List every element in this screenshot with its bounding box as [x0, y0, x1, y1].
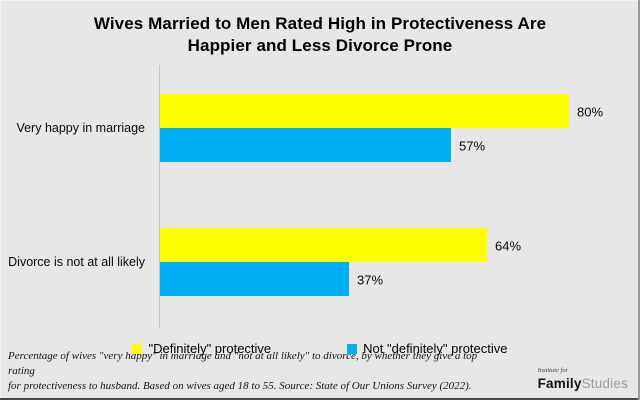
- bar-value-label-s1-c0: 57%: [459, 138, 486, 154]
- bar-s0-c0: [160, 94, 569, 128]
- bar-value-label-s0-c0: 80%: [577, 104, 604, 120]
- legend-item-definitely-protective: "Definitely" protective: [132, 341, 271, 356]
- bar-value-label-s0-c1: 64%: [495, 238, 522, 254]
- legend-item-not-definitely-protective: Not "definitely" protective: [347, 341, 508, 356]
- ifs-logo-studies: Studies: [581, 376, 628, 391]
- legend-label-definitely-protective: "Definitely" protective: [148, 341, 272, 356]
- category-label-divorce-not-likely: Divorce is not at all likely: [8, 255, 145, 269]
- plot-area: 80% 57% 64% 37%: [159, 65, 621, 328]
- legend-label-not-definitely-protective: Not "definitely" protective: [363, 341, 508, 356]
- chart-title-line2: Happier and Less Divorce Prone: [187, 36, 453, 56]
- category-label-very-happy: Very happy in marriage: [16, 121, 145, 135]
- footer: Percentage of wives "very happy" in marr…: [8, 349, 628, 394]
- legend-swatch-yellow-icon: [132, 343, 143, 354]
- legend-swatch-blue-icon: [347, 343, 358, 354]
- y-axis-line: [159, 65, 160, 328]
- bar-s1-c0: [160, 128, 451, 162]
- ifs-logo-family: Family: [537, 376, 582, 391]
- source-note-line1: Percentage of wives "very happy" in marr…: [8, 350, 478, 378]
- source-note: Percentage of wives "very happy" in marr…: [8, 349, 488, 394]
- ifs-logo-prefix: Institute for: [537, 366, 569, 374]
- ifs-logo: Institute for FamilyStudies: [537, 366, 628, 395]
- source-note-line2: for protectiveness to husband. Based on …: [8, 380, 472, 393]
- bar-s1-c1: [160, 262, 349, 296]
- chart-title: Wives Married to Men Rated High in Prote…: [0, 13, 640, 58]
- legend: "Definitely" protective Not "definitely"…: [0, 341, 640, 356]
- bar-s0-c1: [160, 228, 487, 262]
- chart-title-line1: Wives Married to Men Rated High in Prote…: [93, 14, 547, 33]
- bar-value-label-s1-c1: 37%: [357, 272, 384, 288]
- ifs-logo-name: FamilyStudies: [538, 376, 628, 391]
